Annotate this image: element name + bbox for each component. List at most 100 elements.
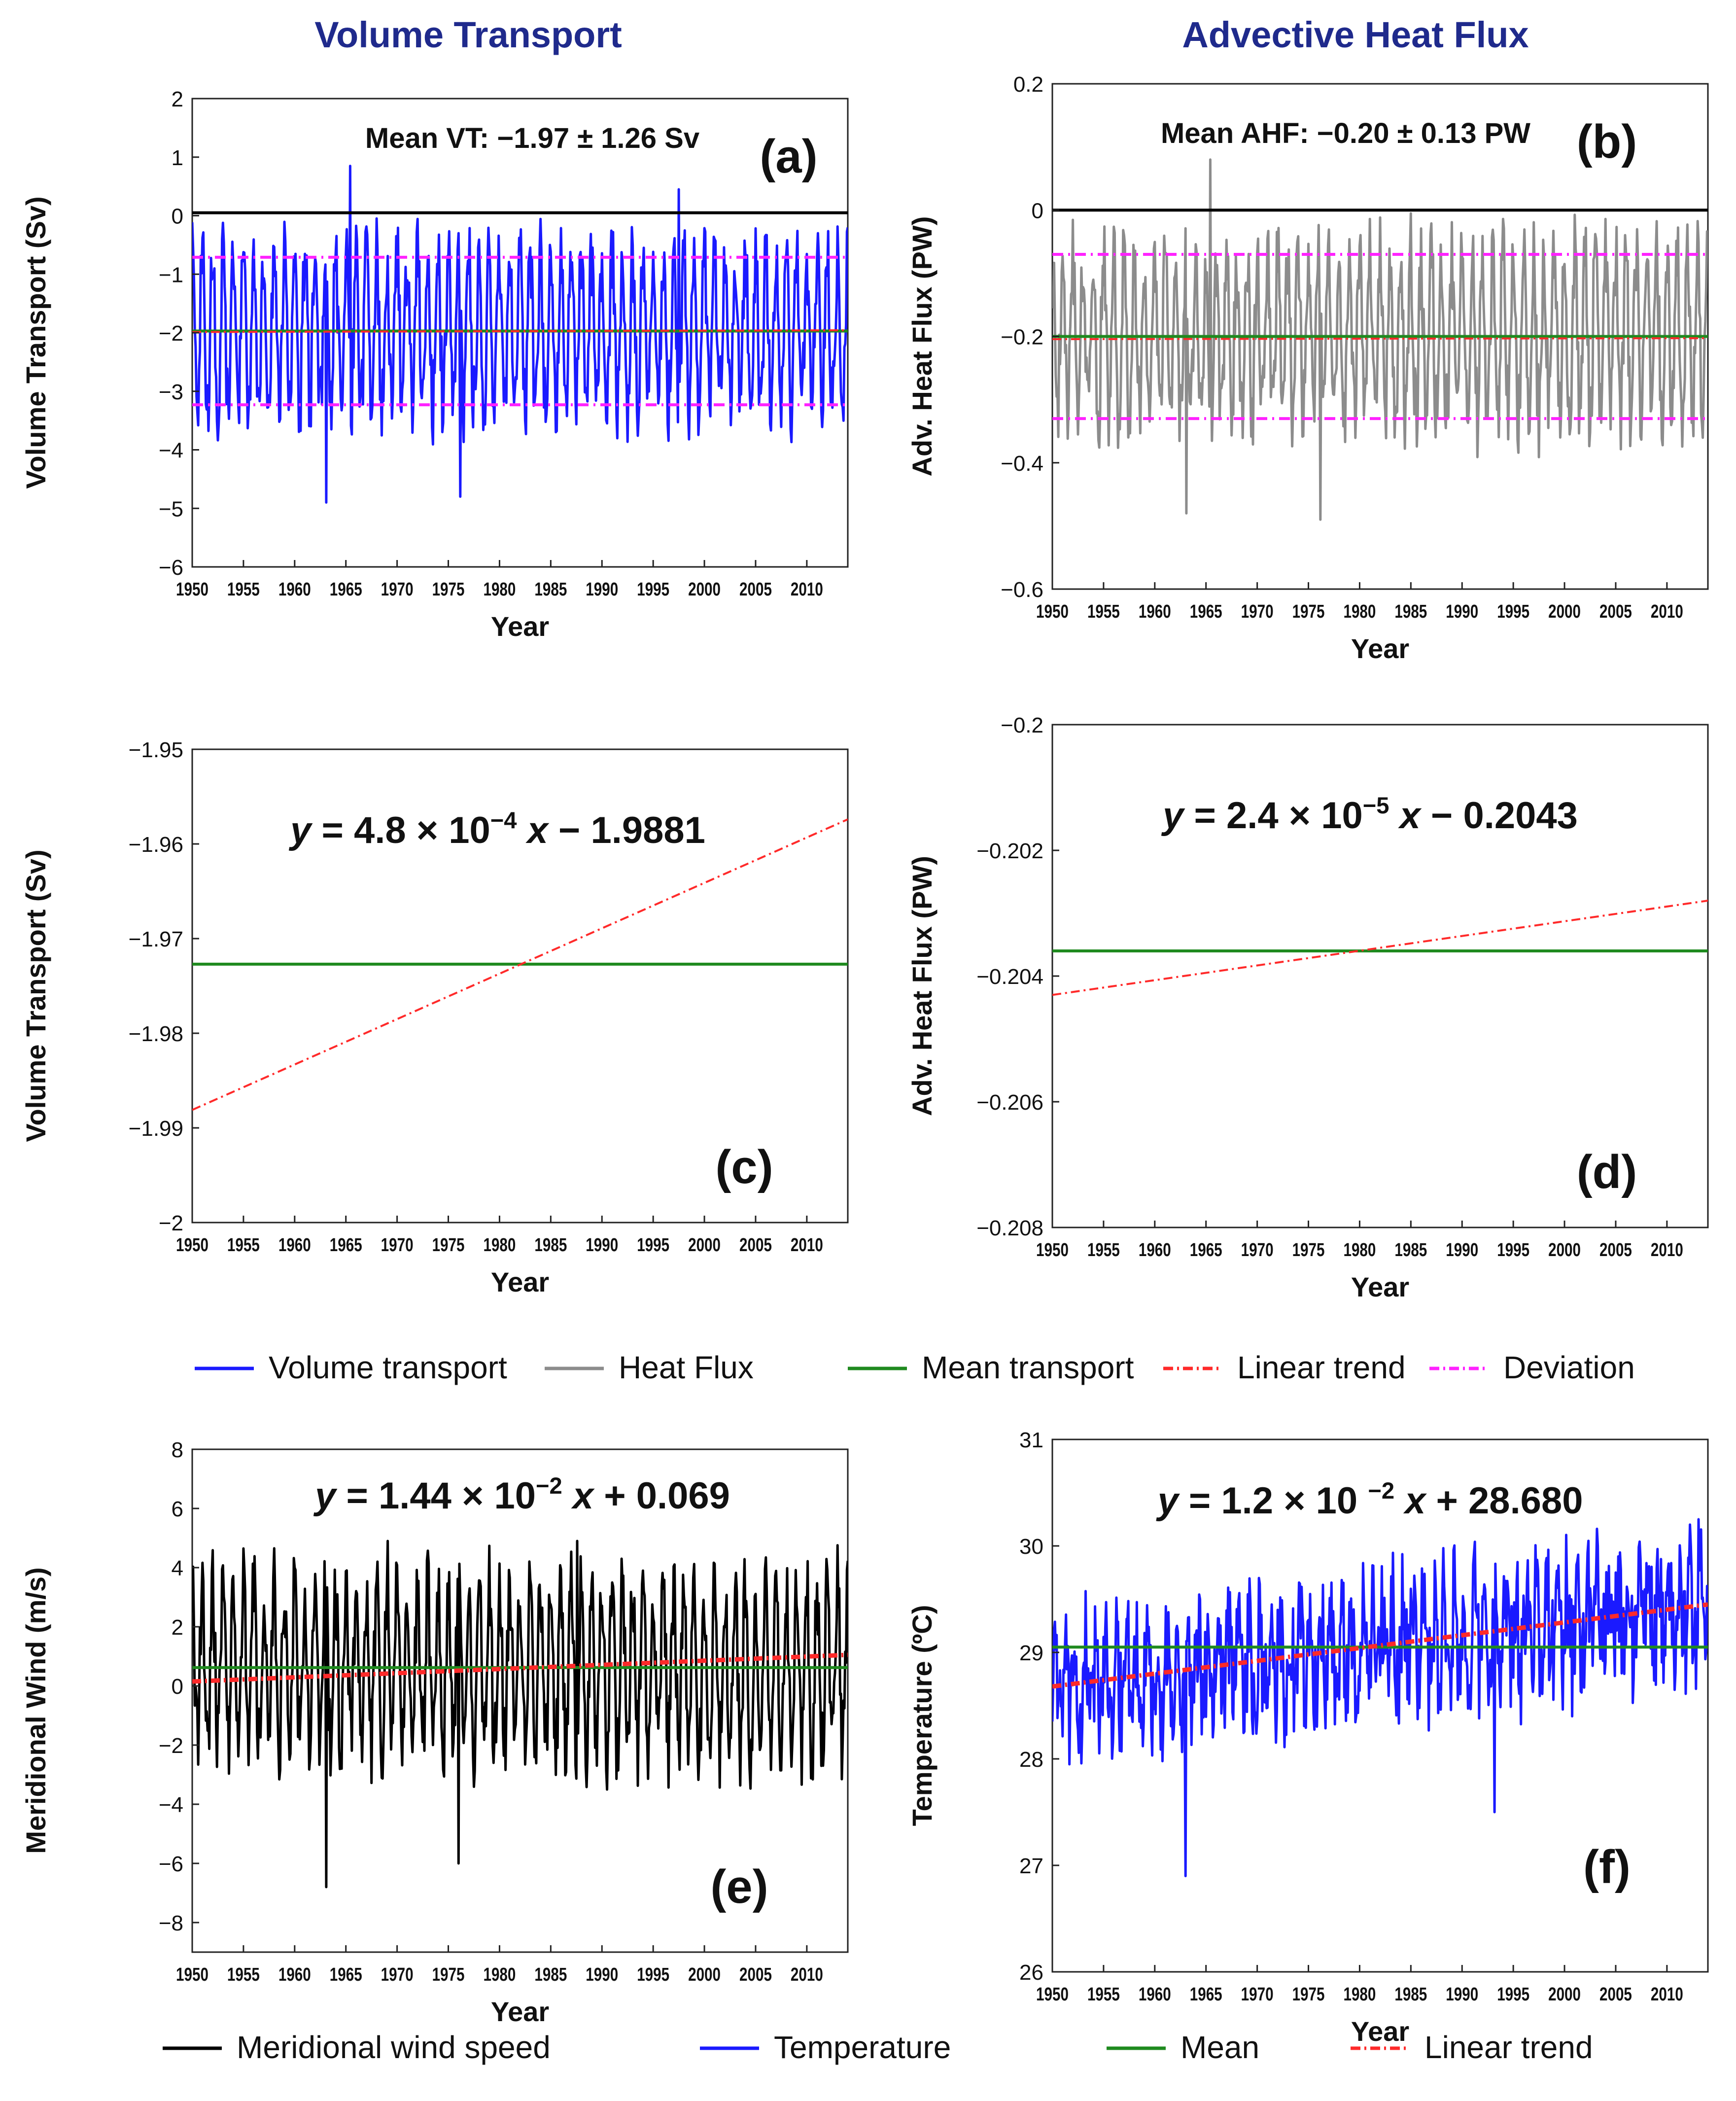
legend-label: Heat Flux <box>619 1350 754 1385</box>
x-tick-label: 1975 <box>1292 601 1325 622</box>
legend-label: Linear trend <box>1237 1350 1406 1385</box>
plot-series-group <box>1052 900 1708 996</box>
y-tick-label: −4 <box>159 439 183 463</box>
column-title-advective-heat-flux: Advective Heat Flux <box>1182 14 1529 55</box>
x-tick-label: 1950 <box>176 1235 208 1256</box>
series-temperature <box>1052 1518 1708 1878</box>
x-tick-label: 1975 <box>1292 1240 1325 1261</box>
plot-area <box>191 748 849 1224</box>
series-linear-trend <box>192 329 848 333</box>
y-tick-label: −1 <box>159 263 183 287</box>
x-tick-label: 1965 <box>330 1235 362 1256</box>
y-tick-label: 8 <box>172 1438 183 1462</box>
x-tick-label: 1995 <box>1497 1984 1529 2005</box>
x-tick-label: 1955 <box>1087 1984 1120 2005</box>
x-tick-label: 1975 <box>432 579 465 600</box>
y-tick-label: 0 <box>172 1675 183 1699</box>
x-tick-label: 1960 <box>1139 1984 1171 2005</box>
x-tick-label: 1975 <box>432 1235 465 1256</box>
equation-y: y <box>1156 1480 1180 1522</box>
x-tick-label: 2005 <box>1599 1984 1632 2005</box>
x-tick-label: 1970 <box>1241 1240 1274 1261</box>
legend-label: Volume transport <box>269 1350 507 1385</box>
x-tick-label: 2000 <box>688 1964 721 1985</box>
x-tick-label: 1995 <box>1497 601 1529 622</box>
regression-equation: y = 1.2 × 10 −2 x + 28.680 <box>1156 1477 1583 1522</box>
y-tick-label: 2 <box>172 1615 183 1640</box>
y-tick-label: 28 <box>1019 1748 1043 1772</box>
x-tick-label: 2010 <box>1651 1984 1683 2005</box>
y-tick-label: 6 <box>172 1497 183 1521</box>
panel-label: (e) <box>710 1860 768 1913</box>
equation-coef: = 4.8 × 10 <box>311 809 490 851</box>
legend-label: Linear trend <box>1424 2030 1593 2065</box>
x-tick-label: 1970 <box>381 579 414 600</box>
y-tick-label: 26 <box>1019 1961 1043 1985</box>
y-tick-label: −6 <box>159 556 183 580</box>
regression-equation: y = 2.4 × 10−5 x − 0.2043 <box>1161 792 1578 837</box>
x-tick-label: 1980 <box>483 1235 516 1256</box>
equation-exponent: −4 <box>490 807 517 833</box>
y-tick-label: −1.98 <box>129 1022 183 1046</box>
plot-series-group <box>192 1540 848 1889</box>
x-tick-label: 1955 <box>1087 601 1120 622</box>
panel-label: (d) <box>1577 1146 1637 1198</box>
x-tick-label: 1965 <box>1190 601 1222 622</box>
x-tick-label: 1980 <box>1343 1984 1376 2005</box>
panel-label: (b) <box>1577 115 1637 168</box>
x-tick-label: 2005 <box>739 1235 772 1256</box>
x-tick-label: 1985 <box>534 1964 567 1985</box>
panel-e: 8 6 4 2 0 −2 −4 −6 −8 1950 1955 1960 1965 1970 1975 198… <box>20 1438 849 2027</box>
x-tick-label: 2000 <box>1548 601 1581 622</box>
equation-exponent: −2 <box>1368 1477 1394 1504</box>
y-tick-label: −3 <box>159 380 183 404</box>
x-tick-label: 1985 <box>534 579 567 600</box>
equation-exponent: −2 <box>536 1472 562 1499</box>
x-tick-label: 1960 <box>278 1964 311 1985</box>
x-tick-label: 1980 <box>1343 1240 1376 1261</box>
legend-label: Deviation <box>1503 1350 1635 1385</box>
x-tick-label: 1995 <box>637 1235 669 1256</box>
x-tick-label: 1965 <box>1190 1984 1222 2005</box>
x-tick-label: 2010 <box>791 1235 823 1256</box>
x-tick-label: 1955 <box>1087 1240 1120 1261</box>
x-tick-label: 2010 <box>791 579 823 600</box>
x-tick-label: 1985 <box>1394 601 1427 622</box>
x-tick-label: 1955 <box>227 579 260 600</box>
equation-y: y <box>288 809 313 851</box>
panel-label: (c) <box>715 1141 773 1193</box>
x-tick-label: 1990 <box>1446 1984 1478 2005</box>
panel-label: (f) <box>1583 1841 1631 1893</box>
y-tick-label: −2 <box>159 1734 183 1758</box>
y-tick-label: −0.208 <box>976 1216 1043 1240</box>
x-axis-label: Year <box>491 611 549 642</box>
x-axis-label: Year <box>1351 633 1409 664</box>
plot-series-group <box>1052 158 1708 521</box>
plot-area <box>1051 724 1709 1228</box>
x-tick-label: 1985 <box>1394 1240 1427 1261</box>
x-tick-label: 1975 <box>432 1964 465 1985</box>
legend-label: Mean transport <box>922 1350 1134 1385</box>
x-tick-label: 1990 <box>586 1235 618 1256</box>
equation-x: x <box>562 1475 595 1517</box>
x-tick-label: 1980 <box>483 579 516 600</box>
panel-label: (a) <box>760 130 817 183</box>
x-tick-label: 1995 <box>637 1964 669 1985</box>
x-tick-label: 2000 <box>1548 1984 1581 2005</box>
x-axis-label: Year <box>1351 2016 1409 2047</box>
x-tick-label: 2005 <box>1599 601 1632 622</box>
x-tick-label: 1990 <box>586 579 618 600</box>
y-tick-label: −8 <box>159 1911 183 1935</box>
legend-bottom: Meridional wind speed Temperature Mean Line… <box>163 2030 1593 2065</box>
x-tick-label: 1965 <box>330 1964 362 1985</box>
x-tick-label: 1955 <box>227 1964 260 1985</box>
series-meridional-wind-speed <box>192 1540 848 1889</box>
equation-x: x <box>1394 1480 1427 1522</box>
x-tick-label: 1980 <box>1343 601 1376 622</box>
x-tick-label: 2000 <box>688 579 721 600</box>
